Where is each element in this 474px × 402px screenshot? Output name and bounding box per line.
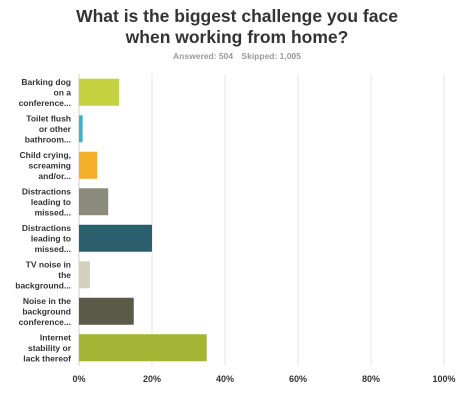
x-tick-label: 20% (143, 374, 161, 384)
category-label: missed... (35, 244, 71, 254)
bar (79, 334, 207, 362)
category-label: background (22, 306, 71, 316)
skipped-count: Skipped: 1,005 (241, 51, 301, 61)
x-tick-label: 80% (362, 374, 380, 384)
category-label: or other (39, 124, 72, 134)
category-label: leading to (31, 233, 71, 243)
category-label: bathroom... (25, 134, 71, 144)
category-label: Noise in the (23, 296, 71, 306)
title-line-2: when working from home? (125, 27, 349, 47)
bar (79, 78, 120, 106)
answered-count: Answered: 504 (173, 51, 234, 61)
bar (79, 224, 152, 252)
x-tick-label: 40% (216, 374, 234, 384)
category-label: and/or... (38, 171, 71, 181)
category-label: missed... (35, 207, 71, 217)
category-label: stability or (28, 343, 72, 353)
chart-title: What is the biggest challenge you face w… (0, 6, 474, 48)
category-label: conference... (19, 317, 71, 327)
category-label: the (58, 270, 71, 280)
category-label: TV noise in (26, 259, 71, 269)
category-label: Distractions (22, 223, 71, 233)
bar (79, 297, 134, 325)
bar (79, 115, 83, 143)
response-stats: Answered: 504 Skipped: 1,005 (0, 51, 474, 61)
category-label: lack thereof (23, 353, 71, 363)
category-label: screaming (28, 160, 71, 170)
x-tick-label: 60% (289, 374, 307, 384)
category-label: on a (54, 87, 72, 97)
category-label: Internet (40, 332, 71, 342)
category-label: Barking dog (21, 77, 71, 87)
title-line-1: What is the biggest challenge you face (76, 6, 398, 26)
category-label: conference... (19, 98, 71, 108)
category-label: leading to (31, 197, 71, 207)
category-label: Distractions (22, 186, 71, 196)
category-label: background... (15, 280, 71, 290)
bar (79, 188, 109, 216)
category-label: Child crying, (20, 150, 71, 160)
x-tick-label: 100% (432, 374, 455, 384)
x-tick-label: 0% (72, 374, 85, 384)
category-label: Toilet flush (26, 113, 71, 123)
bar (79, 151, 98, 179)
bar (79, 261, 90, 289)
